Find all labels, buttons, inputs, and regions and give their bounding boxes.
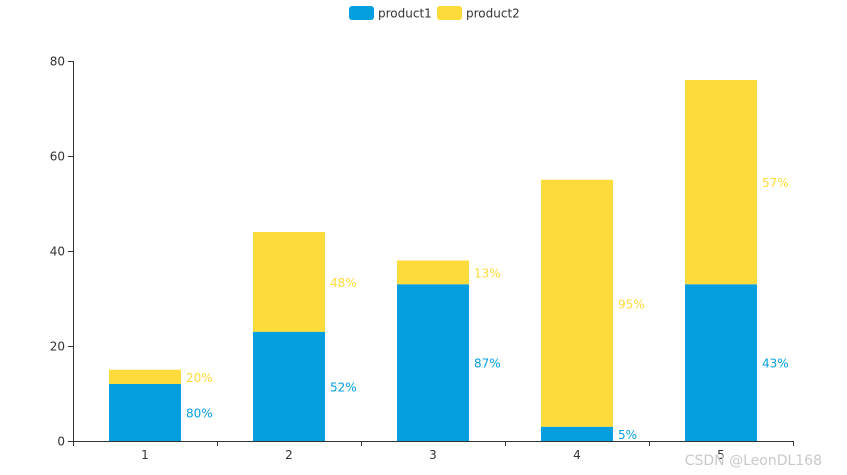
data-label-product2-5: 57% bbox=[762, 176, 789, 190]
legend[interactable]: product1 product2 bbox=[349, 6, 520, 21]
x-tick-label: 5 bbox=[717, 448, 725, 462]
x-tick-label: 3 bbox=[429, 448, 437, 462]
x-tick-label: 4 bbox=[573, 448, 581, 462]
legend-item-product1[interactable]: product1 bbox=[349, 6, 432, 21]
y-tick-label: 40 bbox=[50, 245, 65, 259]
data-label-product1-1: 80% bbox=[186, 407, 213, 421]
y-tick-label: 20 bbox=[50, 340, 65, 354]
axes: 0 20 40 60 80 1 2 3 4 5 bbox=[50, 55, 794, 462]
bar-product1-3 bbox=[397, 284, 469, 441]
legend-swatch bbox=[437, 6, 462, 20]
data-label-product1-3: 87% bbox=[474, 357, 501, 371]
bar-product1-4 bbox=[541, 426, 613, 441]
bar-product2-5 bbox=[685, 80, 757, 285]
bar-product1-5 bbox=[685, 284, 757, 441]
data-label-product2-1: 20% bbox=[186, 371, 213, 385]
bar-product2-1 bbox=[109, 369, 181, 384]
y-tick-label: 80 bbox=[50, 55, 65, 69]
bar-product1-2 bbox=[253, 331, 325, 441]
bar-product2-4 bbox=[541, 179, 613, 427]
data-label-product2-3: 13% bbox=[474, 266, 501, 280]
y-tick-label: 60 bbox=[50, 150, 65, 164]
bar-product1-1 bbox=[109, 384, 181, 441]
x-tick-label: 2 bbox=[285, 448, 293, 462]
bars bbox=[109, 80, 757, 441]
legend-swatch bbox=[349, 6, 374, 20]
data-label-product2-4: 95% bbox=[618, 297, 645, 311]
data-label-product1-5: 43% bbox=[762, 357, 789, 371]
legend-label: product1 bbox=[378, 7, 432, 21]
legend-label: product2 bbox=[466, 7, 520, 21]
data-label-product1-4: 5% bbox=[618, 428, 637, 442]
data-labels: 80% 20% 52% 48% 87% 13% 5% 95% 43% 57% bbox=[186, 176, 789, 442]
watermark-text: CSDN @LeonDL168 bbox=[685, 453, 822, 469]
data-label-product2-2: 48% bbox=[330, 276, 357, 290]
bar-product2-2 bbox=[253, 232, 325, 332]
data-label-product1-2: 52% bbox=[330, 380, 357, 394]
x-tick-label: 1 bbox=[141, 448, 149, 462]
bar-product2-3 bbox=[397, 260, 469, 285]
legend-item-product2[interactable]: product2 bbox=[437, 6, 520, 21]
y-tick-label: 0 bbox=[57, 435, 65, 449]
